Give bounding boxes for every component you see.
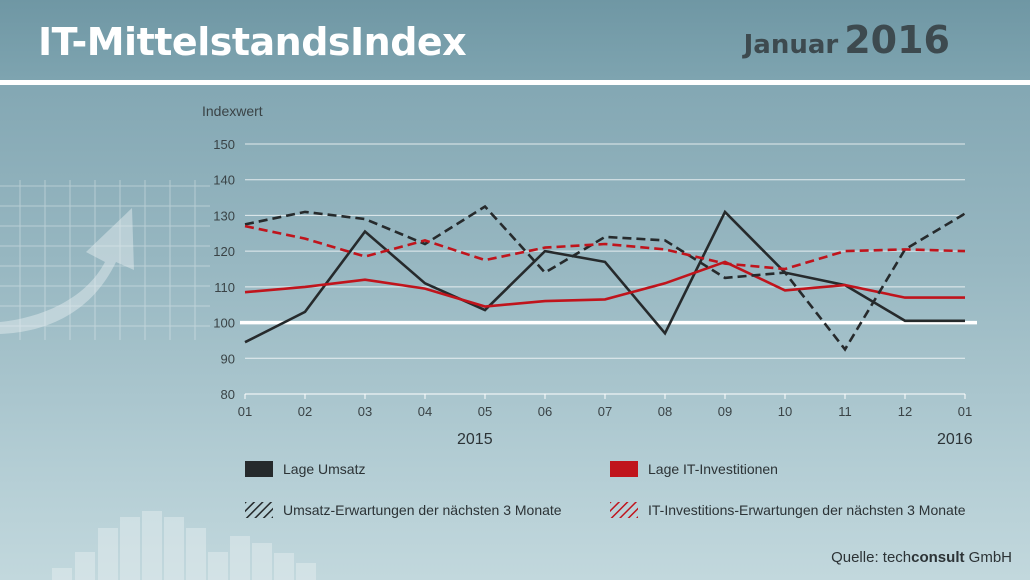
page-title: IT-MittelstandsIndex [38,20,467,64]
x-tick-6: 07 [598,404,612,419]
legend-label-umsatz-erwartungen: Umsatz-Erwartungen der nächsten 3 Monate [283,502,562,518]
y-tick-100: 100 [213,316,235,331]
x-tick-2: 03 [358,404,372,419]
year-label-2015: 2015 [457,431,493,448]
legend-swatch-it-investitions-erwartungen [610,502,638,518]
report-month: Januar [743,30,839,60]
source-brand-light: tech [882,549,912,566]
legend-swatch-umsatz-erwartungen [245,502,273,518]
x-tick-7: 08 [658,404,672,419]
x-tick-1: 02 [298,404,312,419]
legend-label-lage-it-investitionen: Lage IT-Investitionen [648,461,778,477]
gridlines [245,143,965,395]
x-tick-11: 12 [898,404,912,419]
bar-chart-icon [52,511,316,580]
y-axis-title: Indexwert [202,103,263,119]
series-line-lage-it-investitionen [244,260,965,308]
report-year: 2016 [844,18,950,62]
legend-item-it-investitions-erwartungen: IT-Investitions-Erwartungen der nächsten… [610,502,966,518]
grid-icon [0,180,210,340]
series-line-umsatz-erwartungen-der-naechsten-3-monate [244,204,966,352]
legend-item-umsatz-erwartungen: Umsatz-Erwartungen der nächsten 3 Monate [245,502,562,518]
y-tick-90: 90 [221,351,235,366]
y-tick-110: 110 [214,280,235,295]
x-tick-12: 01 [958,404,972,419]
header-band [0,0,1030,80]
y-tick-120: 120 [213,244,235,259]
report-date: Januar 2016 [744,18,950,62]
arrow-up-icon [0,208,134,334]
source-brand-bold: consult [911,549,965,566]
x-tick-3: 04 [418,404,432,419]
y-tick-labels: 80 90 100 110 120 130 140 150 [213,137,235,402]
legend: Lage Umsatz Lage IT-Investitionen Umsatz… [245,461,966,518]
legend-label-it-investitions-erwartungen: IT-Investitions-Erwartungen der nächsten… [648,502,966,518]
x-tick-10: 11 [838,404,852,419]
x-tick-4: 05 [478,404,492,419]
x-tick-5: 06 [538,404,552,419]
y-tick-130: 130 [213,208,235,223]
source-suffix: GmbH [968,549,1012,566]
series-line-it-investitions-erwartungen-der-naechsten-3-monate [244,224,966,271]
source-note: Quelle: techconsult GmbH [831,549,1012,566]
x-tick-8: 09 [718,404,732,419]
legend-swatch-lage-it-investitionen [610,461,638,477]
legend-item-lage-it-investitionen: Lage IT-Investitionen [610,461,778,477]
year-labels: 2015 2016 [457,431,973,448]
y-tick-140: 140 [213,173,235,188]
series-lines [244,204,966,352]
y-tick-80: 80 [221,387,235,402]
legend-swatch-lage-umsatz [245,461,273,477]
legend-item-lage-umsatz: Lage Umsatz [245,461,365,477]
x-tick-labels: 01 02 03 04 05 06 07 08 09 10 11 12 01 [238,394,972,419]
year-label-2016: 2016 [937,431,973,448]
x-tick-0: 01 [238,404,252,419]
x-tick-9: 10 [778,404,792,419]
y-tick-150: 150 [213,137,235,152]
header-rule [0,80,1030,85]
source-prefix: Quelle: [831,549,879,566]
legend-label-lage-umsatz: Lage Umsatz [283,461,365,477]
